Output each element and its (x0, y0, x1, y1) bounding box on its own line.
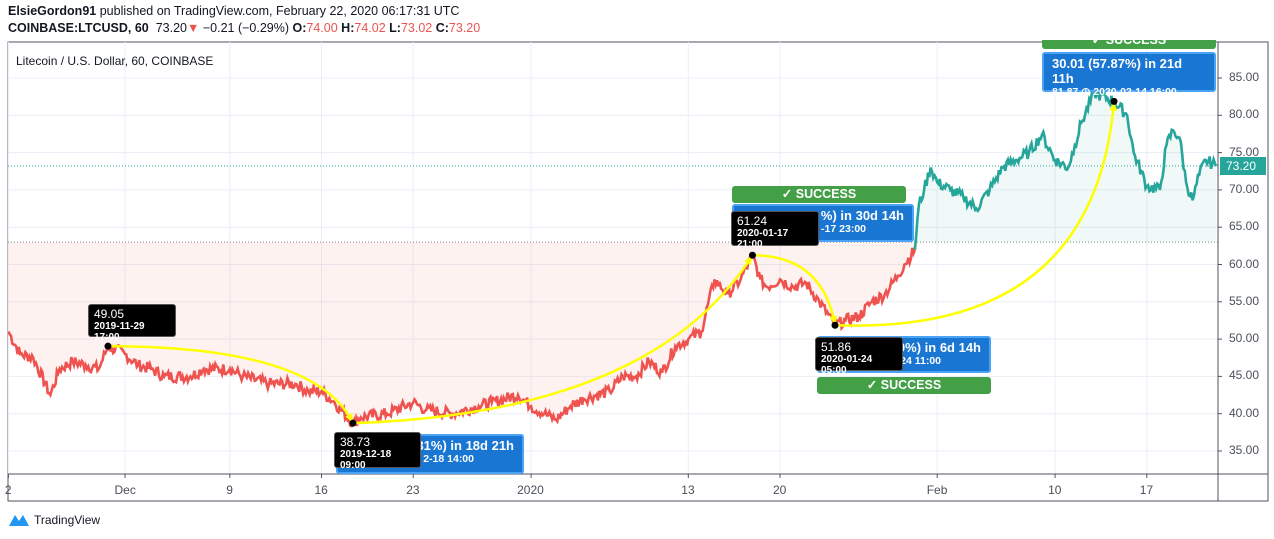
price-tick-label: 65.00 (1229, 219, 1260, 234)
projection-change: 31%) in 18d 21h (416, 438, 514, 453)
pivot-point (748, 251, 756, 259)
time-tick-label: 10 (1048, 483, 1062, 497)
symbol-info: COINBASE:LTCUSD, 60 73.20▼ −0.21 (−0.29%… (8, 21, 480, 35)
chart-frame (7, 41, 1269, 502)
price-tooltip: 49.05 2019-11-29 17:00 (88, 304, 176, 343)
tooltip-price: 49.05 (94, 307, 125, 321)
author[interactable]: ElsieGordon91 (8, 4, 97, 18)
close-label: C: (435, 21, 449, 35)
projection-change: %) in 30d 14h (820, 208, 904, 223)
price-tooltip: 61.24 2020-01-17 21:00 (731, 211, 819, 250)
projection-target: 81.87 ◷ 2020-02-14 16:00 (1052, 86, 1177, 98)
tooltip-time: 2019-11-29 17:00 (94, 321, 145, 343)
success-badge: ✓ SUCCESS (732, 186, 906, 203)
low-value: 73.02 (400, 21, 433, 35)
price-tick-label: 60.00 (1229, 256, 1260, 271)
price-tick-label: 50.00 (1229, 331, 1260, 346)
time-tick-label: Dec (114, 483, 136, 497)
time-tick-label: 20 (773, 483, 787, 497)
price-tick-label: 55.00 (1229, 293, 1260, 308)
tradingview-logo-icon (9, 515, 29, 526)
tooltip-time: 2020-01-17 21:00 (737, 228, 789, 250)
brand-name: TradingView (34, 513, 101, 527)
price-tick-label: 40.00 (1229, 405, 1260, 420)
change: −0.21 (−0.29%) (202, 21, 290, 35)
high-label: H: (341, 21, 355, 35)
projection-label[interactable]: 30.01 (57.87%) in 21d 11h 81.87 ◷ 2020-02… (1042, 52, 1216, 98)
price-tooltip: 51.86 2020-01-24 05:00 (815, 337, 903, 376)
publish-info: ElsieGordon91 published on TradingView.c… (8, 4, 459, 18)
down-arrow-icon: ▼ (187, 21, 200, 35)
pivot-point (349, 419, 357, 427)
time-tick-label: Feb (926, 483, 948, 497)
price-line-up (913, 86, 1218, 250)
price-tick-label: 45.00 (1229, 368, 1260, 383)
price-tick-label: 85.00 (1229, 70, 1260, 84)
arrow-head-icon (1109, 101, 1118, 111)
down-area-fill (8, 242, 915, 427)
tooltip-price: 38.73 (340, 435, 371, 449)
pivot-point (104, 342, 112, 350)
tooltip-price: 51.86 (821, 340, 852, 354)
chart-title: Litecoin / U.S. Dollar, 60, COINBASE (16, 54, 214, 68)
close-value: 73.20 (448, 21, 481, 35)
time-tick-label: 13 (681, 483, 695, 497)
time-tick-label: 23 (406, 483, 420, 497)
projection-arrow (107, 344, 355, 424)
success-badge: ✓ SUCCESS (817, 377, 991, 394)
price-tick-label: 35.00 (1229, 443, 1260, 457)
projection-arrow (352, 254, 754, 425)
time-tick-label: 16 (314, 483, 328, 497)
tooltip-time: 2019-12-18 09:00 (340, 449, 392, 471)
high-value: 74.02 (354, 21, 386, 35)
price-tick-label: 80.00 (1229, 107, 1260, 122)
tooltip-price: 61.24 (737, 214, 768, 228)
last-price: 73.20 (155, 21, 187, 35)
success-badge: ✓ SUCCESS (1042, 40, 1216, 49)
projection-target: -24 11:00 (896, 355, 941, 367)
projection-change: 0%) in 6d 14h (897, 340, 981, 355)
time-tick-label: 17 (1139, 483, 1154, 497)
time-tick-label: 2 (4, 483, 12, 497)
open-label: O: (292, 21, 307, 35)
projection-target: 2-18 14:00 (423, 453, 474, 465)
tooltip-time: 2020-01-24 05:00 (821, 354, 873, 376)
current-price-tag: 73.20 (1220, 157, 1266, 175)
low-label: L: (389, 21, 401, 35)
published-text: published on TradingView.com, February 2… (99, 4, 460, 18)
price-tick-label: 75.00 (1229, 144, 1260, 159)
symbol: COINBASE:LTCUSD, 60 (8, 21, 149, 35)
price-line-down (7, 247, 917, 428)
time-tick-label: 9 (226, 483, 233, 497)
tradingview-logo[interactable]: TradingView (8, 512, 100, 528)
time-tick-label: 2020 (517, 483, 544, 497)
projection-change: 30.01 (57.87%) in 21d 11h (1052, 56, 1183, 86)
projection-arrow (834, 101, 1116, 327)
price-tooltip: 38.73 2019-12-18 09:00 (334, 432, 421, 471)
price-tick-label: 70.00 (1229, 181, 1260, 196)
success-badge-clip: ✓ SUCCESS (1042, 40, 1216, 50)
open-value: 74.00 (306, 21, 338, 35)
pivot-point (1110, 97, 1118, 105)
projection-arrow (752, 254, 837, 326)
pivot-point (831, 321, 839, 329)
projection-target: -17 23:00 (821, 223, 866, 235)
